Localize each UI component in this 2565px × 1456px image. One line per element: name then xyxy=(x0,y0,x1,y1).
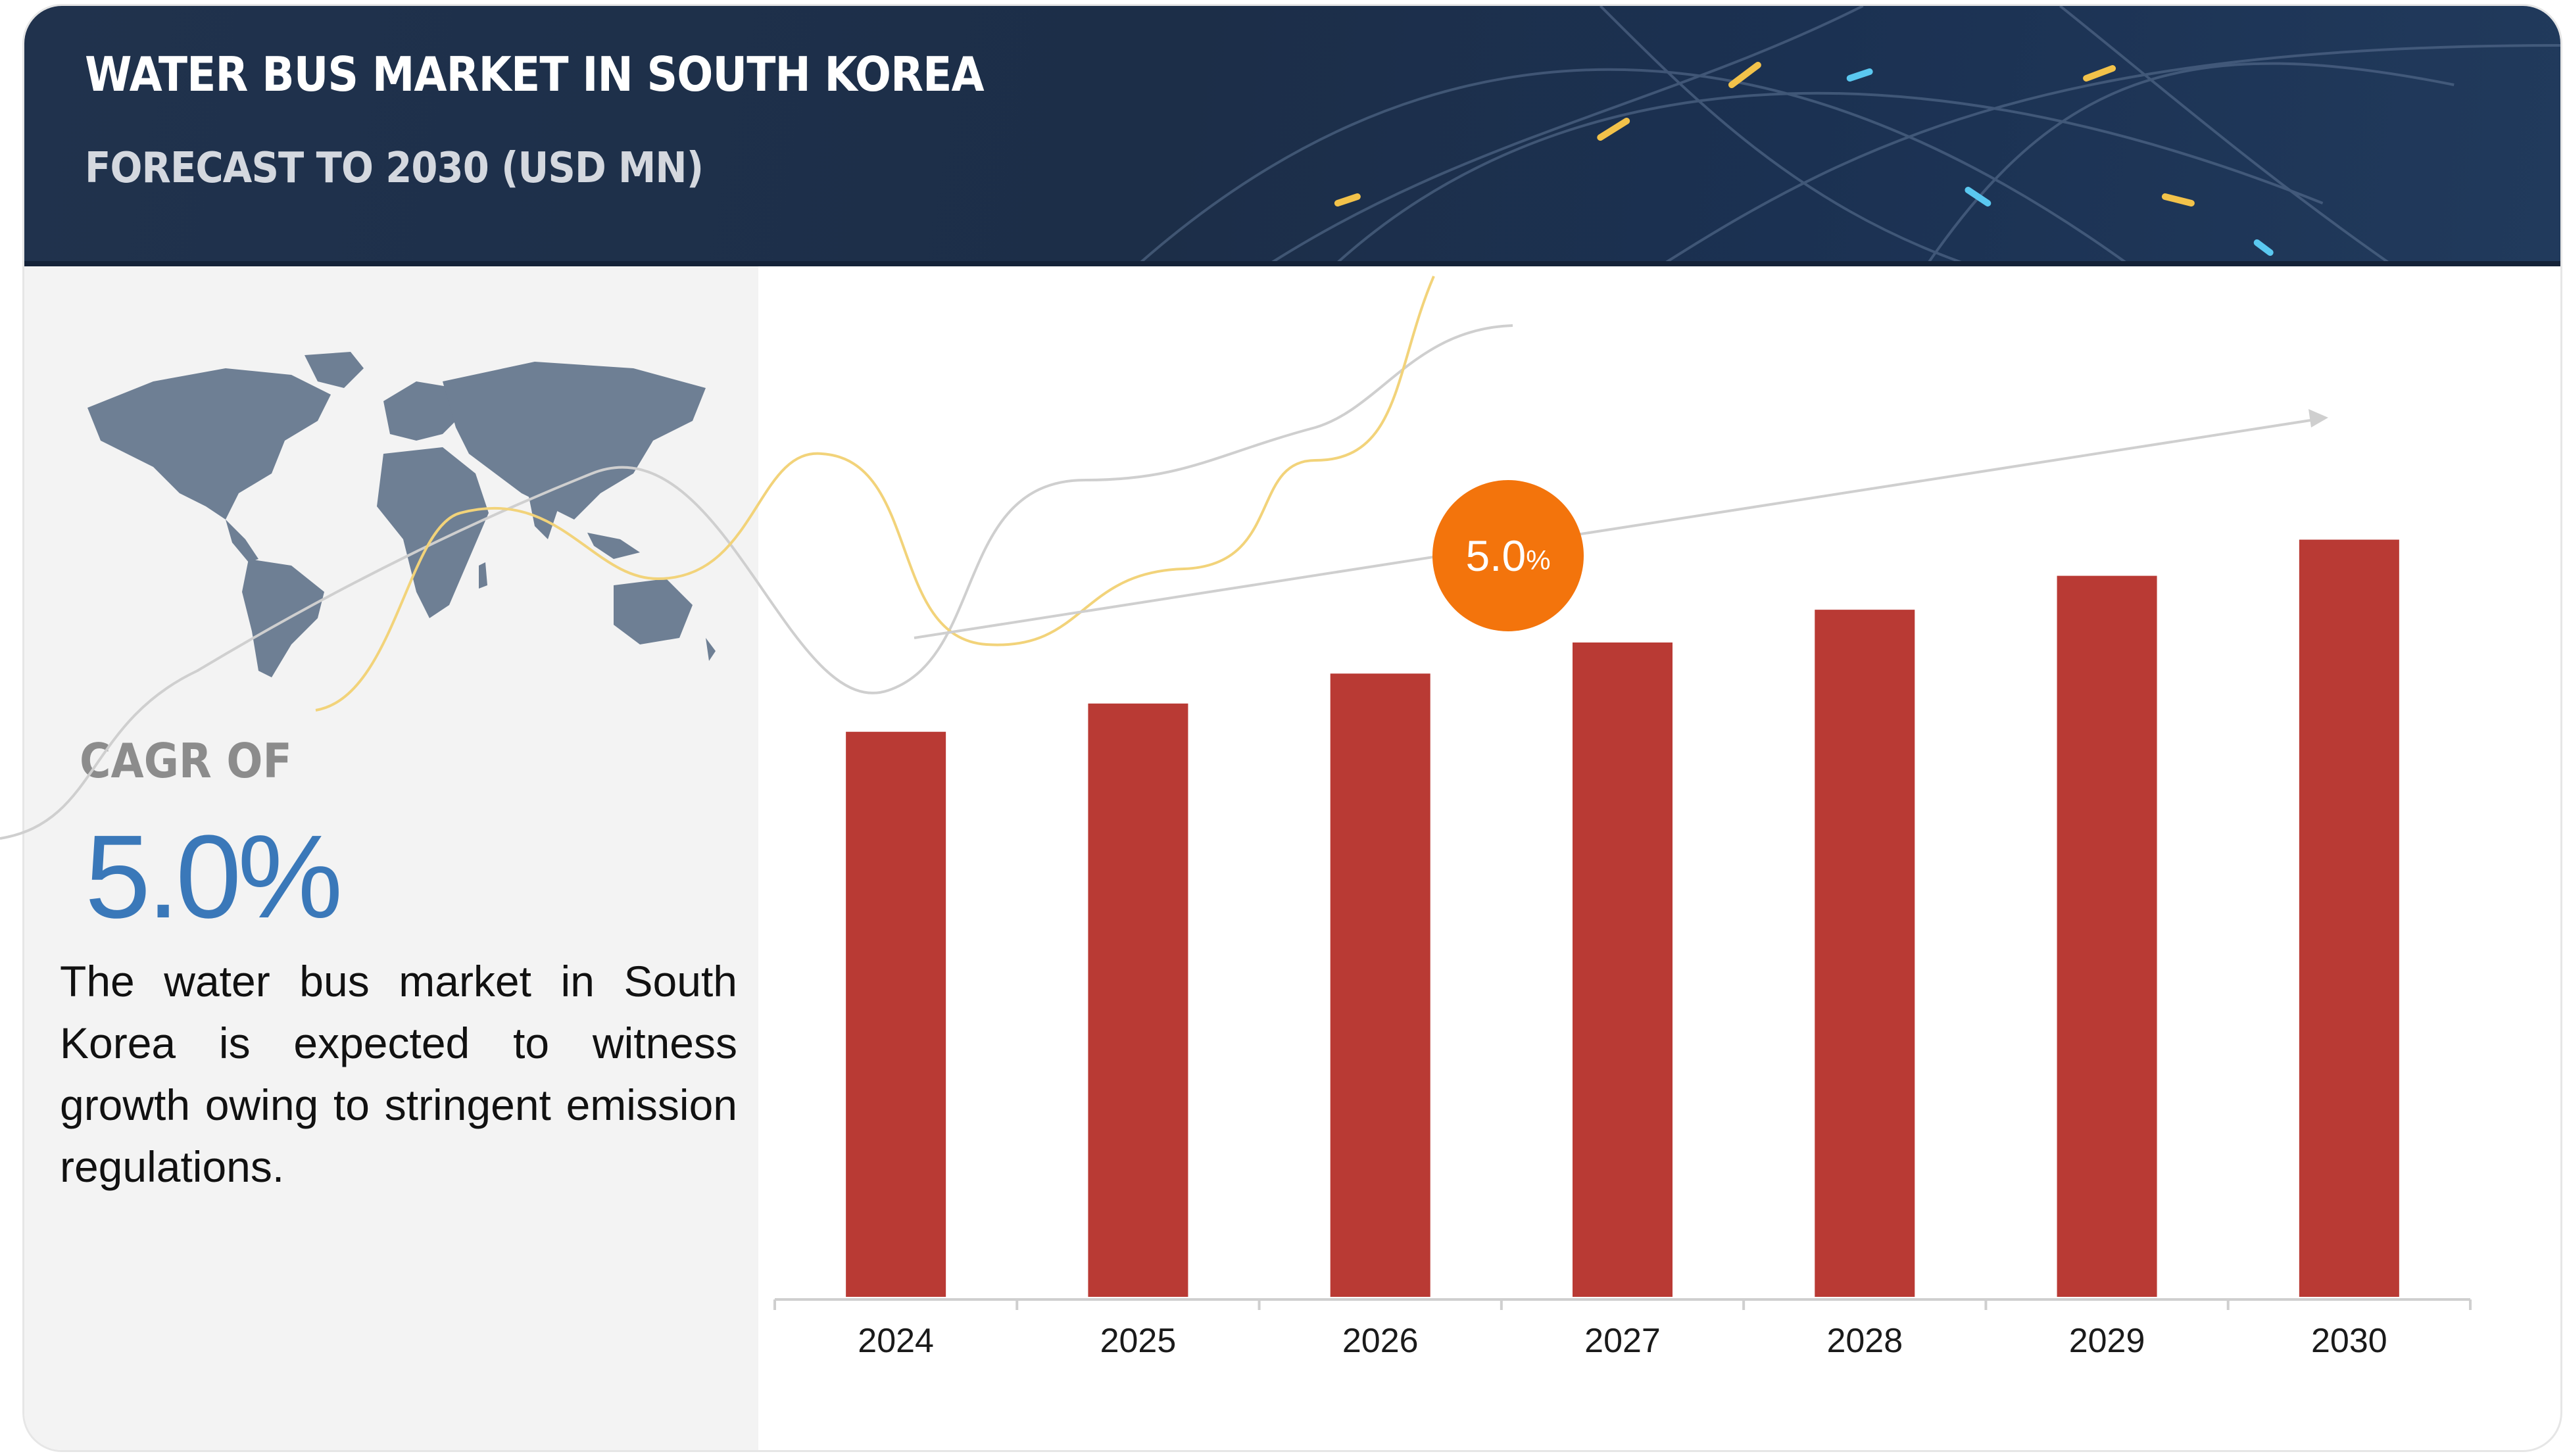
page-title: WATER BUS MARKET IN SOUTH KOREA xyxy=(85,47,985,102)
cagr-value: 5.0% xyxy=(85,811,343,943)
header-divider xyxy=(24,261,2560,266)
world-map-icon xyxy=(87,352,716,677)
cagr-label: CAGR OF xyxy=(80,733,292,789)
infographic-card: WATER BUS MARKET IN SOUTH KOREA FORECAST… xyxy=(22,4,2562,1452)
market-description: The water bus market in South Korea is e… xyxy=(60,957,737,1191)
cagr-bubble-value: 5.0 xyxy=(1465,531,1527,580)
header-banner: WATER BUS MARKET IN SOUTH KOREA FORECAST… xyxy=(24,6,2560,262)
page-subtitle: FORECAST TO 2030 (USD MN) xyxy=(85,144,704,193)
summary-panel: CAGR OF 5.0% The water bus market in Sou… xyxy=(24,266,758,1450)
cagr-bubble-unit: % xyxy=(1526,545,1551,575)
header-background-decoration xyxy=(1140,6,2560,262)
cagr-bubble: 5.0 % xyxy=(1432,480,1584,631)
